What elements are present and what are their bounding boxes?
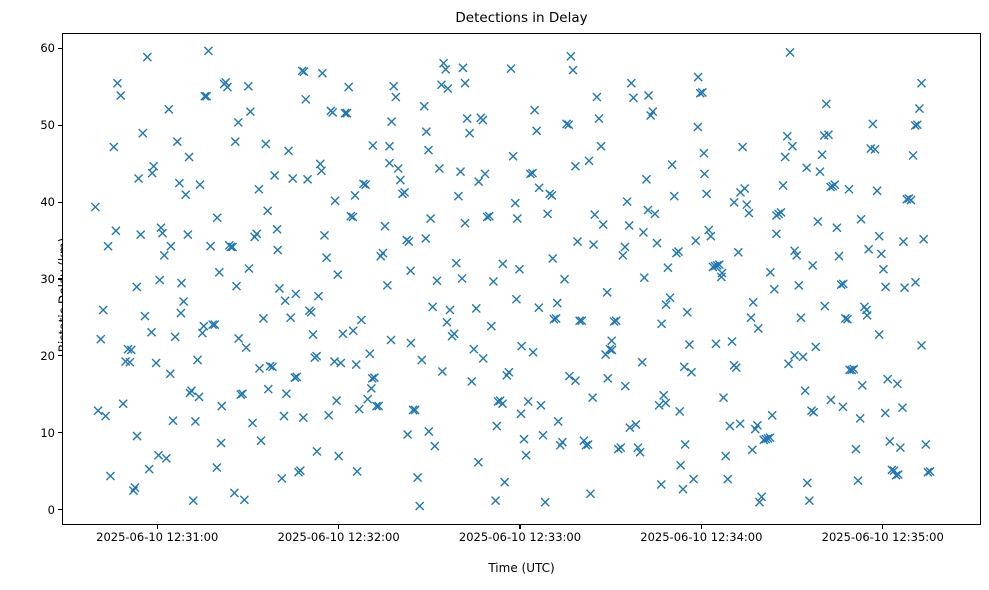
scatter-series [90, 46, 935, 511]
x-tick-mark [882, 525, 884, 529]
x-tick-mark [700, 525, 702, 529]
x-tick-label: 2025-06-10 12:34:00 [640, 530, 763, 544]
y-tick-label: 60 [40, 41, 55, 56]
x-axis-label: Time (UTC) [488, 561, 555, 575]
page-title: Detections in Delay [455, 10, 588, 26]
x-tick-mark [156, 525, 158, 529]
x-tick-label: 2025-06-10 12:32:00 [277, 530, 400, 544]
x-tick-label: 2025-06-10 12:35:00 [821, 530, 944, 544]
x-tick-mark [338, 525, 340, 529]
y-tick-label: 30 [40, 272, 55, 286]
x-tick-label: 2025-06-10 12:31:00 [96, 530, 219, 544]
y-tick-label: 20 [40, 348, 55, 363]
y-tick-label: 10 [40, 425, 55, 440]
x-tick-mark [519, 525, 521, 529]
x-tick-label: 2025-06-10 12:33:00 [458, 530, 582, 544]
y-tick-label: 0 [47, 502, 55, 517]
plot-area[interactable] [62, 33, 981, 525]
y-tick-label: 50 [40, 118, 55, 133]
y-tick-label: 40 [40, 195, 55, 210]
